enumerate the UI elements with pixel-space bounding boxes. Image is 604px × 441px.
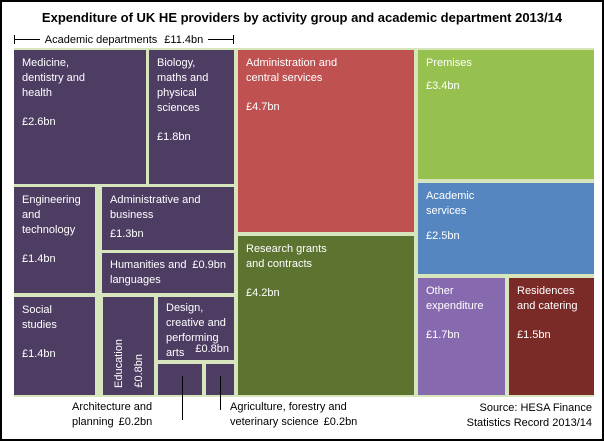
tile-name: Design, creative and performing arts [166,302,226,359]
tile-value: £0.9bn [192,259,226,271]
tile-engineering-and-technology: Engineering and technology £1.4bn [14,187,95,293]
tile-value: £4.2bn [246,287,280,299]
tile-value: £0.8bn [133,354,145,388]
tile-name: Medicine, dentistry and health [22,57,85,99]
annotation-value: £0.2bn [118,416,153,428]
tile-biology-maths-physical-sciences: Biology, maths and physical sciences £1.… [149,50,234,184]
tile-residences-and-catering: Residences and catering £1.5bn [509,278,594,395]
tile-value: £2.6bn [22,116,56,128]
tile-name: Academic services [426,190,475,217]
tile-name: Administrative and business [110,194,201,221]
tile-value: £0.8bn [195,343,229,355]
annotation-value: £0.2bn [323,416,358,428]
tile-name: Other expenditure [426,285,484,312]
academic-departments-bracket: Academic departments £11.4bn [14,33,235,46]
bracket-label: Academic departments £11.4bn [40,34,208,46]
tile-research-grants-and-contracts: Research grants and contracts £4.2bn [238,236,414,395]
bracket-left-tick [14,35,15,44]
tile-administrative-and-business: Administrative and business £1.3bn [102,187,234,250]
tile-design-creative-performing-arts: Design, creative and performing arts £0.… [158,297,234,360]
tile-academic-services: Academic services £2.5bn [418,183,594,274]
tile-medicine-dentistry-and-health: Medicine, dentistry and health £2.6bn [14,50,146,184]
bracket-label-value: £11.4bn [164,33,204,46]
tile-value: £1.7bn [426,329,460,341]
annotation-name: Architecture and planning [72,401,153,428]
tile-value: £1.5bn [517,329,551,341]
tile-education: Education £0.8bn [103,297,154,395]
tile-humanities-and-languages: Humanities and languages £0.9bn [102,253,234,293]
tile-administration-and-central-services: Administration and central services £4.7… [238,50,414,232]
tile-value: £1.4bn [22,253,56,265]
tile-name: Education [113,339,125,388]
tile-value: £1.8bn [157,131,191,143]
tile-premises: Premises £3.4bn [418,50,594,179]
tile-value: £4.7bn [246,101,280,113]
annotation-name: Agriculture, forestry and veterinary sci… [230,401,347,428]
annotation-architecture-and-planning: Architecture and planning £0.2bn [72,400,184,430]
leader-line-architecture [182,376,183,420]
bracket-left-line [15,39,40,40]
tile-name: Residences and catering [517,285,578,312]
tile-name: Engineering and technology [22,194,81,236]
tile-value: £2.5bn [426,230,460,242]
chart-title: Expenditure of UK HE providers by activi… [41,10,563,25]
treemap-canvas: Medicine, dentistry and health £2.6bn Bi… [14,48,594,397]
bracket-right-line [208,39,234,40]
tile-value: £1.4bn [22,348,56,360]
bracket-label-text: Academic departments [44,33,158,46]
tile-name: Biology, maths and physical sciences [157,57,209,114]
tile-name: Social studies [22,304,57,331]
tile-value: £3.4bn [426,80,460,92]
tile-name: Humanities and languages [110,259,187,286]
tile-name: Research grants and contracts [246,243,327,270]
leader-line-agriculture [220,376,221,410]
bracket-right-tick [233,35,235,44]
annotation-agriculture-forestry-veterinary: Agriculture, forestry and veterinary sci… [230,400,388,430]
tile-social-studies: Social studies £1.4bn [14,297,95,395]
tile-architecture-and-planning [158,364,202,395]
source-note: Source: HESA Finance Statistics Record 2… [466,402,592,429]
tile-name: Premises [426,57,472,69]
tile-other-expenditure: Other expenditure £1.7bn [418,278,505,395]
tile-value: £1.3bn [110,228,144,240]
tile-name: Administration and central services [246,57,338,84]
